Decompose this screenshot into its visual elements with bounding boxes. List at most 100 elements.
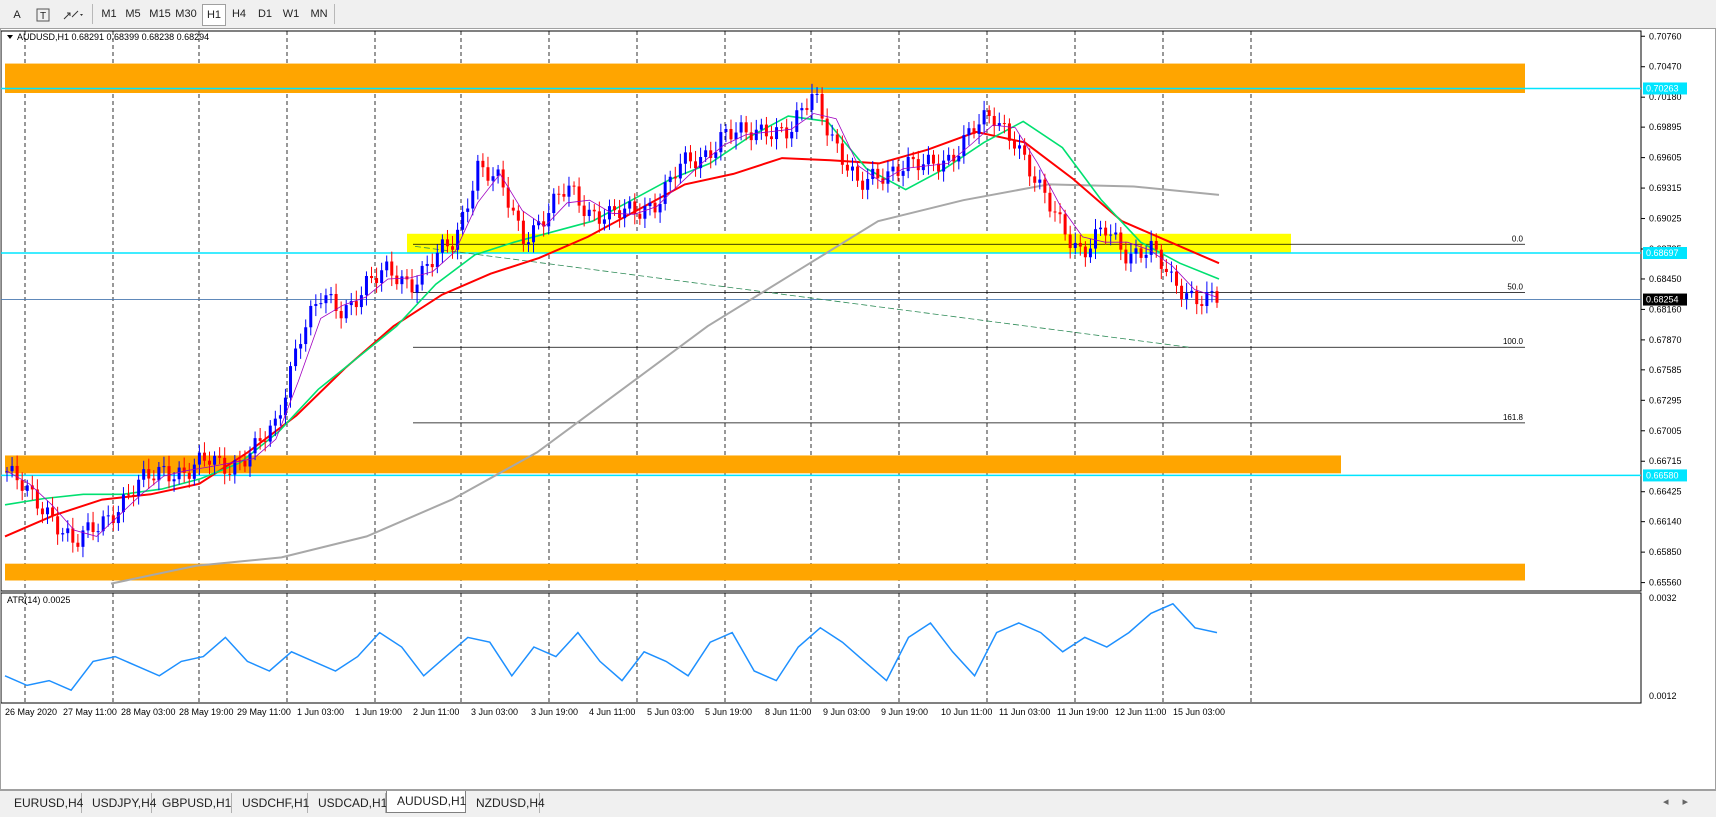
time-axis-label: 3 Jun 03:00 xyxy=(471,707,518,717)
candle-body xyxy=(962,135,966,156)
candle-body xyxy=(491,176,495,181)
timeframe-m30-button[interactable]: M30 xyxy=(175,8,197,20)
candle-body xyxy=(289,366,293,398)
time-axis-label: 11 Jun 19:00 xyxy=(1057,707,1108,717)
time-axis-label: 1 Jun 19:00 xyxy=(355,707,402,717)
timeframe-h4-button[interactable]: H4 xyxy=(231,8,247,20)
price-scale-label: 0.66425 xyxy=(1649,487,1682,497)
tab-nzdusd-h4[interactable]: NZDUSD,H4 xyxy=(466,793,545,813)
candle-body xyxy=(856,166,860,181)
candle-body xyxy=(800,108,804,111)
candle-body xyxy=(957,155,961,162)
candle-body xyxy=(724,128,728,133)
chart-header: AUDUSD,H1 0.68291 0.68399 0.68238 0.6829… xyxy=(17,32,209,42)
tab-usdcad-h1[interactable]: USDCAD,H1 xyxy=(308,793,387,813)
timeframe-m15-button[interactable]: M15 xyxy=(149,8,171,20)
candle-body xyxy=(380,270,384,284)
candle-body xyxy=(901,171,905,176)
candle-body xyxy=(866,178,870,190)
candle-body xyxy=(1033,176,1037,183)
time-axis-label: 15 Jun 03:00 xyxy=(1173,707,1225,717)
candle-body xyxy=(653,202,657,213)
resistance-level-tag: 0.70263 xyxy=(1646,83,1679,93)
time-axis-label: 11 Jun 03:00 xyxy=(999,707,1050,717)
candle-body xyxy=(1099,227,1103,230)
tab-usdjpy-h4[interactable]: USDJPY,H4 xyxy=(82,793,156,813)
chart-window[interactable]: 0.0 50.0 100.0 161.8 0.70760 0.70470 0.70180 0.… xyxy=(0,28,1716,790)
candle-body xyxy=(1190,290,1194,294)
candle-body xyxy=(314,304,318,306)
timeframe-m5-button[interactable]: M5 xyxy=(125,8,141,20)
candle-body xyxy=(202,452,206,461)
price-scale-label: 0.66715 xyxy=(1649,456,1682,466)
candle-body xyxy=(375,278,379,284)
candle-body xyxy=(911,156,915,160)
candle-body xyxy=(496,169,500,177)
tab-gbpusd-h1[interactable]: GBPUSD,H1 xyxy=(152,793,232,813)
ma-purple-line xyxy=(6,113,1218,537)
timeframe-h1-button[interactable]: H1 xyxy=(202,4,226,26)
candle-body xyxy=(795,110,799,132)
candle-body xyxy=(304,327,308,345)
price-scale-label: 0.70180 xyxy=(1649,92,1682,102)
timeframe-m1-button[interactable]: M1 xyxy=(101,8,117,20)
timeframe-w1-button[interactable]: W1 xyxy=(282,8,300,20)
candle-body xyxy=(1169,271,1173,273)
candle-body xyxy=(137,479,141,497)
arrows-tool-icon[interactable] xyxy=(58,4,88,26)
candle-body xyxy=(678,163,682,179)
candle-body xyxy=(1068,234,1072,249)
timeframe-mn-button[interactable]: MN xyxy=(310,8,328,20)
candle-body xyxy=(91,522,95,533)
time-axis-label: 4 Jun 11:00 xyxy=(589,707,635,717)
time-axis-label: 27 May 11:00 xyxy=(63,707,117,717)
price-scale-label: 0.67005 xyxy=(1649,426,1682,436)
tab-audusd-h1[interactable]: AUDUSD,H1 xyxy=(386,791,466,813)
collapse-arrow-icon xyxy=(7,35,13,39)
atr-line xyxy=(4,602,1218,692)
candle-body xyxy=(972,128,976,134)
candle-body xyxy=(233,460,237,475)
candle-body xyxy=(116,512,120,524)
candle-body xyxy=(66,528,70,534)
candle-body xyxy=(754,129,758,141)
candle-body xyxy=(299,344,303,349)
candle-body xyxy=(451,246,455,250)
candle-body xyxy=(364,275,368,296)
candle-body xyxy=(1038,179,1042,183)
candle-body xyxy=(1129,253,1133,264)
text-tool-icon[interactable]: A xyxy=(6,4,28,26)
candle-body xyxy=(663,182,667,204)
text-label-tool-icon[interactable]: T xyxy=(32,4,54,26)
candle-body xyxy=(1139,248,1143,258)
candle-body xyxy=(613,206,617,211)
atr-label: ATR(14) 0.0025 xyxy=(7,595,70,605)
candle-body xyxy=(71,528,75,543)
candle-body xyxy=(1012,140,1016,149)
price-chart[interactable]: 0.050.0100.0161.80.707600.704700.701800.… xyxy=(0,29,1715,789)
ma-fast-line xyxy=(4,115,1220,506)
candle-body xyxy=(926,154,930,165)
time-axis-label: 10 Jun 11:00 xyxy=(941,707,992,717)
candle-body xyxy=(228,473,232,475)
tab-scroll-arrows[interactable]: ◂▸ xyxy=(1662,796,1702,808)
atr-scale-bottom: 0.0012 xyxy=(1649,691,1677,701)
candle-body xyxy=(775,127,779,140)
toolbar: A T M1 M5 M15 M30 H1 H4 D1 W1 MN xyxy=(0,0,1716,29)
candle-body xyxy=(172,479,176,482)
candle-body xyxy=(35,489,39,509)
candle-body xyxy=(1078,242,1082,247)
candle-body xyxy=(931,154,935,164)
mid-level-tag-bg xyxy=(1643,247,1687,260)
candle-body xyxy=(456,229,460,250)
candle-body xyxy=(187,472,191,479)
tab-usdchf-h1[interactable]: USDCHF,H1 xyxy=(232,793,309,813)
candle-body xyxy=(1124,249,1128,264)
candle-body xyxy=(466,208,470,212)
mid-level-tag: 0.68697 xyxy=(1646,248,1679,258)
candle-body xyxy=(1154,240,1158,250)
candle-body xyxy=(744,122,748,133)
tab-eurusd-h4[interactable]: EURUSD,H4 xyxy=(4,793,83,813)
candle-body xyxy=(607,206,611,220)
timeframe-d1-button[interactable]: D1 xyxy=(257,8,273,20)
